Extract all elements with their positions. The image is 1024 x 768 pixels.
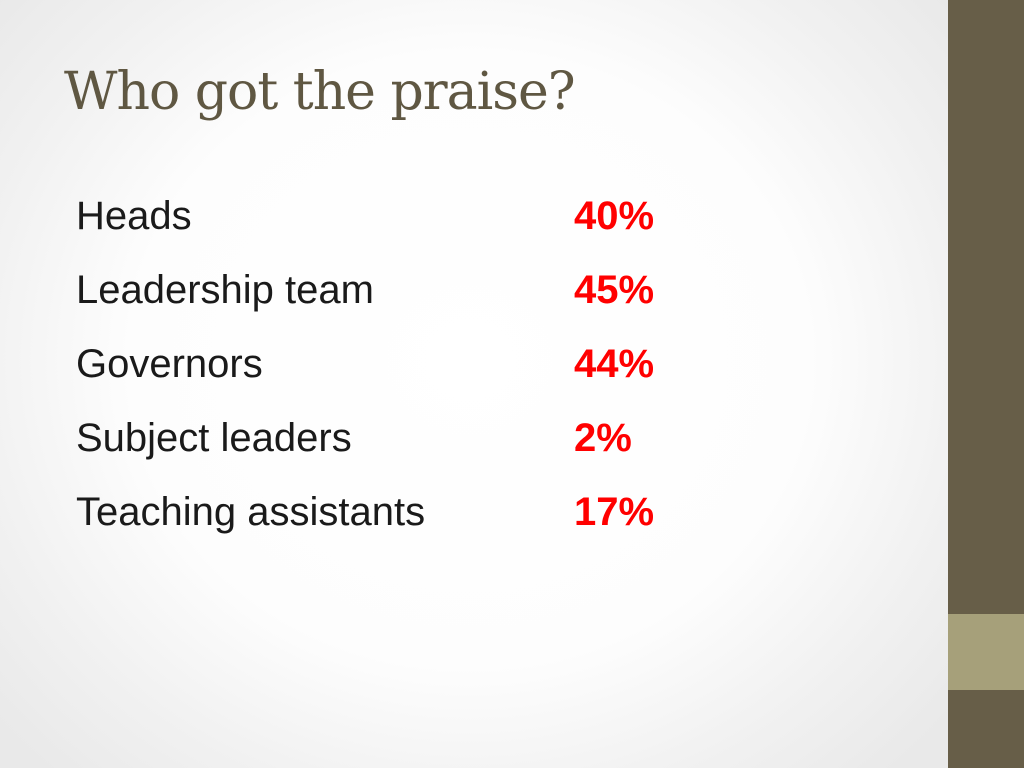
- list-item: Heads 40%: [76, 186, 776, 260]
- row-label: Heads: [76, 194, 192, 238]
- row-value: 45%: [574, 268, 655, 312]
- praise-list: Heads 40% Leadership team 45% Governors …: [76, 186, 776, 556]
- list-item: Governors 44%: [76, 334, 776, 408]
- row-value: 40%: [574, 194, 655, 238]
- row-label: Subject leaders: [76, 416, 352, 460]
- list-item: Leadership team 45%: [76, 260, 776, 334]
- row-label: Leadership team: [76, 268, 374, 312]
- side-accent-block: [948, 614, 1024, 690]
- row-value: 44%: [574, 342, 655, 386]
- list-item: Teaching assistants 17%: [76, 482, 776, 556]
- row-label: Governors: [76, 342, 263, 386]
- row-value: 2%: [574, 416, 632, 460]
- slide-title: Who got the praise?: [64, 62, 576, 122]
- row-value: 17%: [574, 490, 655, 534]
- row-label: Teaching assistants: [76, 490, 426, 534]
- list-item: Subject leaders 2%: [76, 408, 776, 482]
